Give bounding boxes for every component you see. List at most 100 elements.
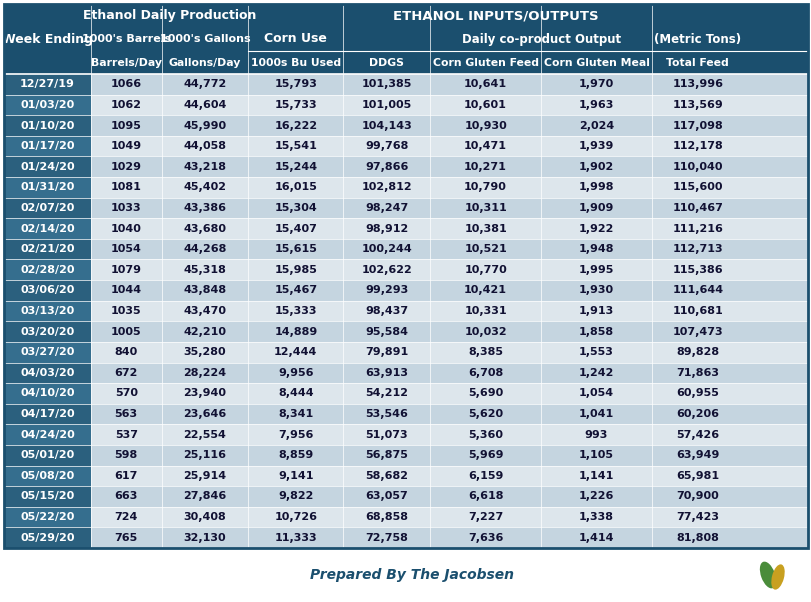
Text: 12,444: 12,444 <box>274 347 317 357</box>
Text: 15,793: 15,793 <box>274 79 317 89</box>
Text: 1081: 1081 <box>110 182 141 193</box>
Text: 672: 672 <box>114 368 138 378</box>
Text: 1,970: 1,970 <box>578 79 613 89</box>
Text: 8,341: 8,341 <box>278 409 313 419</box>
Text: 27,846: 27,846 <box>183 491 226 501</box>
Text: 663: 663 <box>114 491 138 501</box>
Text: 6,708: 6,708 <box>467 368 503 378</box>
Text: 5,620: 5,620 <box>467 409 503 419</box>
Text: 9,141: 9,141 <box>277 471 313 481</box>
Text: 1,913: 1,913 <box>578 306 613 316</box>
Text: Barrels/Day: Barrels/Day <box>91 58 161 68</box>
Bar <box>4 177 91 197</box>
Text: 1,141: 1,141 <box>578 471 613 481</box>
Text: 8,859: 8,859 <box>278 450 313 461</box>
Text: 99,768: 99,768 <box>365 141 408 151</box>
Text: 10,521: 10,521 <box>464 244 506 254</box>
Text: 70,900: 70,900 <box>676 491 719 501</box>
Text: 110,467: 110,467 <box>672 203 723 213</box>
Text: 15,244: 15,244 <box>274 162 317 172</box>
Text: (Metric Tons): (Metric Tons) <box>654 33 740 46</box>
Text: DDGS: DDGS <box>369 58 404 68</box>
Text: 60,955: 60,955 <box>676 388 719 399</box>
Text: 35,280: 35,280 <box>183 347 226 357</box>
Text: 15,615: 15,615 <box>274 244 317 254</box>
Text: 71,863: 71,863 <box>676 368 719 378</box>
Text: 1,414: 1,414 <box>578 533 614 542</box>
Text: 44,058: 44,058 <box>183 141 226 151</box>
Text: 1066: 1066 <box>110 79 142 89</box>
Bar <box>4 527 91 548</box>
Text: 1,995: 1,995 <box>578 265 613 275</box>
Text: 01/31/20: 01/31/20 <box>20 182 75 193</box>
Text: 1,902: 1,902 <box>578 162 613 172</box>
Bar <box>91 486 807 507</box>
Text: 9,822: 9,822 <box>278 491 313 501</box>
Ellipse shape <box>770 564 783 589</box>
Text: 104,143: 104,143 <box>361 120 411 131</box>
Text: 11,333: 11,333 <box>274 533 317 542</box>
Bar <box>91 239 807 259</box>
Text: Week Ending: Week Ending <box>2 33 92 46</box>
Text: 117,098: 117,098 <box>672 120 723 131</box>
Text: 1054: 1054 <box>110 244 141 254</box>
Bar <box>4 4 807 74</box>
Text: 1000's Gallons: 1000's Gallons <box>160 34 250 44</box>
Text: 03/20/20: 03/20/20 <box>20 327 75 337</box>
Text: 1000's Barrels: 1000's Barrels <box>82 34 170 44</box>
Text: 2,024: 2,024 <box>578 120 613 131</box>
Bar <box>4 280 91 300</box>
Text: 1044: 1044 <box>110 285 142 296</box>
Bar <box>91 507 807 527</box>
Text: 1049: 1049 <box>110 141 142 151</box>
Text: 51,073: 51,073 <box>365 430 407 439</box>
Text: 115,386: 115,386 <box>672 265 723 275</box>
Text: 113,569: 113,569 <box>672 100 723 110</box>
Text: 8,444: 8,444 <box>277 388 313 399</box>
Text: 44,268: 44,268 <box>183 244 226 254</box>
Text: 68,858: 68,858 <box>365 512 408 522</box>
Text: 10,790: 10,790 <box>464 182 506 193</box>
Text: 537: 537 <box>114 430 138 439</box>
Text: 1,930: 1,930 <box>578 285 613 296</box>
Text: 7,636: 7,636 <box>467 533 503 542</box>
Text: ETHANOL INPUTS/OUTPUTS: ETHANOL INPUTS/OUTPUTS <box>393 10 599 22</box>
Bar <box>91 362 807 383</box>
Text: 98,437: 98,437 <box>365 306 408 316</box>
Text: 1,105: 1,105 <box>578 450 613 461</box>
Text: 03/27/20: 03/27/20 <box>20 347 75 357</box>
Text: Corn Use: Corn Use <box>264 33 327 46</box>
Text: 5,969: 5,969 <box>467 450 503 461</box>
Text: 42,210: 42,210 <box>183 327 226 337</box>
Bar <box>4 383 91 404</box>
Bar <box>4 115 91 136</box>
Bar <box>4 136 91 157</box>
Bar <box>4 404 91 424</box>
Bar <box>4 445 91 465</box>
Text: 840: 840 <box>114 347 138 357</box>
Text: 72,758: 72,758 <box>365 533 408 542</box>
Text: 57,426: 57,426 <box>676 430 719 439</box>
Text: 05/29/20: 05/29/20 <box>20 533 75 542</box>
Text: 102,812: 102,812 <box>361 182 411 193</box>
Bar <box>4 259 91 280</box>
Text: 112,713: 112,713 <box>672 244 723 254</box>
Text: 58,682: 58,682 <box>365 471 408 481</box>
Text: 16,222: 16,222 <box>274 120 317 131</box>
Text: 5,360: 5,360 <box>467 430 503 439</box>
Bar <box>4 424 91 445</box>
Text: 02/14/20: 02/14/20 <box>20 223 75 234</box>
Text: 1,242: 1,242 <box>578 368 613 378</box>
Bar <box>91 157 807 177</box>
Text: 15,985: 15,985 <box>274 265 317 275</box>
Text: 25,116: 25,116 <box>183 450 226 461</box>
Text: 99,293: 99,293 <box>365 285 408 296</box>
Bar <box>91 527 807 548</box>
Text: 01/03/20: 01/03/20 <box>20 100 75 110</box>
Text: 54,212: 54,212 <box>365 388 408 399</box>
Bar <box>91 219 807 239</box>
Text: 570: 570 <box>114 388 138 399</box>
Text: 05/08/20: 05/08/20 <box>20 471 75 481</box>
Bar <box>91 465 807 486</box>
Text: Total Feed: Total Feed <box>666 58 728 68</box>
